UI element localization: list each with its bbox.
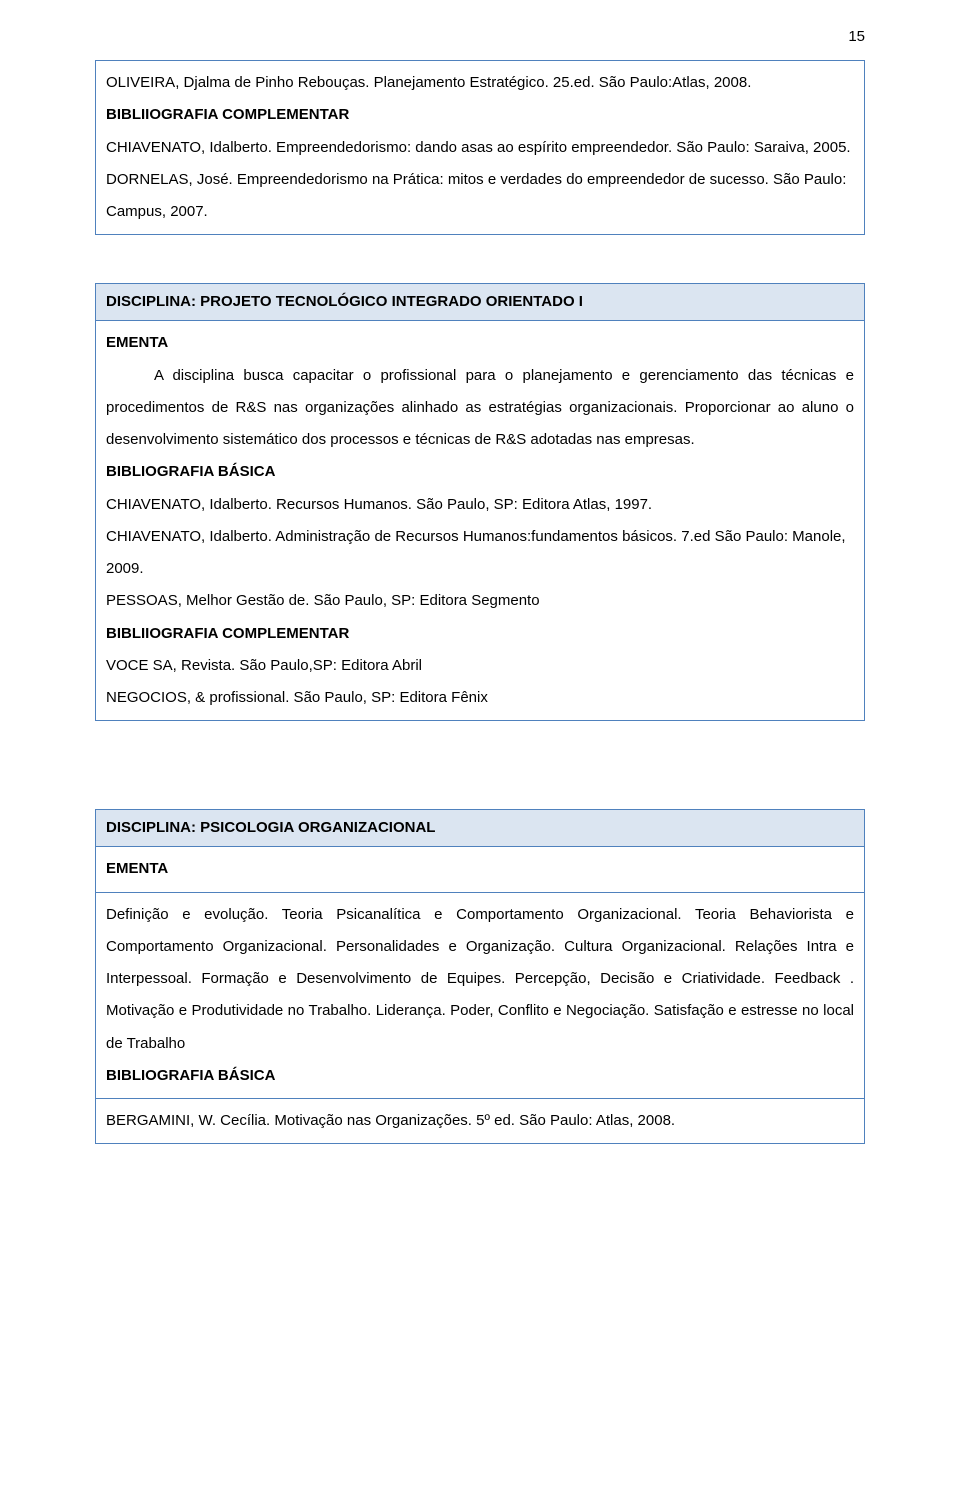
section-1-bib-basica-1: CHIAVENATO, Idalberto. Recursos Humanos.… bbox=[106, 489, 854, 521]
section-2-bib-basica-1: BERGAMINI, W. Cecília. Motivação nas Org… bbox=[106, 1105, 854, 1137]
section-1-bib-compl-label: BIBLIIOGRAFIA COMPLEMENTAR bbox=[106, 618, 854, 650]
section-1-bib-basica-3: PESSOAS, Melhor Gestão de. São Paulo, SP… bbox=[106, 585, 854, 617]
top-para-3: DORNELAS, José. Empreendedorismo na Prát… bbox=[106, 164, 854, 229]
top-continuation-table: OLIVEIRA, Djalma de Pinho Rebouças. Plan… bbox=[95, 60, 865, 235]
section-2-ementa-label: EMENTA bbox=[106, 853, 854, 885]
page: 15 OLIVEIRA, Djalma de Pinho Rebouças. P… bbox=[0, 0, 960, 1509]
top-continuation-cell: OLIVEIRA, Djalma de Pinho Rebouças. Plan… bbox=[96, 61, 865, 235]
page-number: 15 bbox=[848, 28, 865, 45]
section-1-bib-basica-label: BIBLIOGRAFIA BÁSICA bbox=[106, 456, 854, 488]
section-2-table: DISCIPLINA: PSICOLOGIA ORGANIZACIONAL EM… bbox=[95, 809, 865, 1144]
section-1-ementa-label: EMENTA bbox=[106, 327, 854, 359]
section-2-ementa-label-cell: EMENTA bbox=[96, 847, 865, 892]
section-1-bib-compl-1: VOCE SA, Revista. São Paulo,SP: Editora … bbox=[106, 650, 854, 682]
section-2-title: DISCIPLINA: PSICOLOGIA ORGANIZACIONAL bbox=[96, 810, 865, 847]
section-2-ementa-cell: Definição e evolução. Teoria Psicanalíti… bbox=[96, 892, 865, 1099]
bibliografia-complementar-label-top: BIBLIIOGRAFIA COMPLEMENTAR bbox=[106, 99, 854, 131]
section-2-bib-basica-label: BIBLIOGRAFIA BÁSICA bbox=[106, 1060, 854, 1092]
section-2-ementa-text: Definição e evolução. Teoria Psicanalíti… bbox=[106, 899, 854, 1060]
spacer bbox=[95, 769, 865, 809]
top-para-1: OLIVEIRA, Djalma de Pinho Rebouças. Plan… bbox=[106, 67, 854, 99]
section-1-ementa-cell: EMENTA A disciplina busca capacitar o pr… bbox=[96, 321, 865, 721]
top-para-2: CHIAVENATO, Idalberto. Empreendedorismo:… bbox=[106, 132, 854, 164]
section-1-ementa-text: A disciplina busca capacitar o profissio… bbox=[106, 360, 854, 457]
section-1-title: DISCIPLINA: PROJETO TECNOLÓGICO INTEGRAD… bbox=[96, 284, 865, 321]
section-1-table: DISCIPLINA: PROJETO TECNOLÓGICO INTEGRAD… bbox=[95, 283, 865, 721]
section-1-bib-basica-2: CHIAVENATO, Idalberto. Administração de … bbox=[106, 521, 854, 586]
section-2-bib-cell: BERGAMINI, W. Cecília. Motivação nas Org… bbox=[96, 1099, 865, 1144]
section-1-bib-compl-2: NEGOCIOS, & profissional. São Paulo, SP:… bbox=[106, 682, 854, 714]
